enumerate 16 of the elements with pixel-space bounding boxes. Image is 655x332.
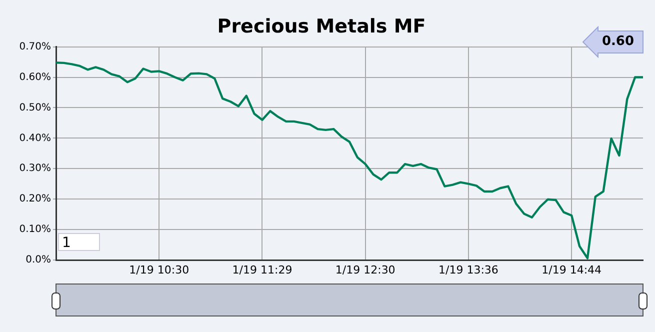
x-tick-label: 1/19 12:30	[335, 263, 396, 276]
annotation: 0.60	[600, 34, 636, 49]
x-tick-label: 1/19 11:29	[232, 263, 292, 276]
x-tick-label: 1/19 13:36	[438, 263, 498, 276]
y-tick-label: 0.40%	[19, 132, 51, 144]
x-tick-label: 1/19 10:30	[129, 263, 190, 276]
y-tick-label: 0.50%	[19, 102, 51, 114]
y-tick-label: 0.70%	[19, 41, 51, 52]
x-tick-label: 1/19 14:44	[542, 263, 602, 276]
number-field: 1	[58, 233, 100, 251]
y-tick-label: 0.60%	[19, 72, 51, 83]
y-tick-label: 0.0%	[26, 254, 51, 266]
chart-title: Precious Metals MF	[217, 15, 426, 38]
y-tick-label: 0.10%	[19, 224, 51, 236]
y-tick-label: 0.20%	[19, 194, 51, 205]
y-tick-label: 0.30%	[19, 163, 51, 174]
